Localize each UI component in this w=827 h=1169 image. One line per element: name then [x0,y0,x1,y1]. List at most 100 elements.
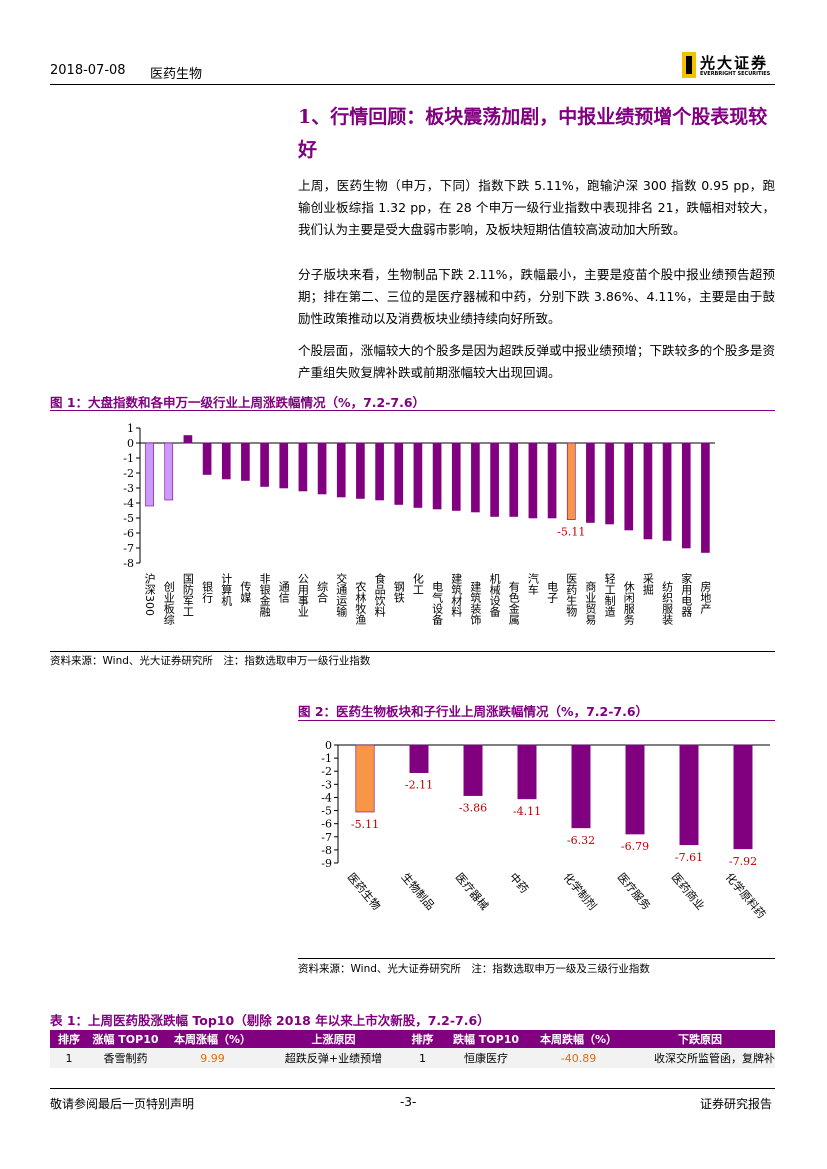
cell: 1 [50,1048,88,1068]
bar [221,442,231,480]
bar [517,744,537,800]
y-tick-label: -4 [123,497,134,510]
x-tick-label: 钢铁 [392,581,405,603]
bar [451,442,461,511]
y-tick-label: -8 [123,557,134,570]
bar [394,442,404,505]
bar [625,744,645,835]
table-header: 排序 涨幅 TOP10 本周涨幅（%） 上涨原因 排序 跌幅 TOP10 本周跌… [50,1030,775,1048]
y-tick-label: -6 [321,818,332,831]
x-tick-label: 生物制品 [399,870,438,913]
x-tick-label: 国防军工 [181,573,194,617]
bar [643,442,653,540]
bar [279,442,289,489]
paragraph: 个股层面，涨幅较大的个股多是因为超跌反弹或中报业绩预增；下跌较多的个股多是资产重… [298,343,775,380]
y-tick-label: -1 [321,752,332,765]
column-header: 排序 [50,1030,88,1048]
x-tick-label: 创业板综 [162,581,175,626]
column-header: 排序 [405,1030,440,1048]
y-tick-label: -4 [321,791,332,804]
x-tick-label: 中药 [507,871,531,896]
x-tick-label: 房地产 [699,581,712,615]
bar [298,442,308,492]
data-label: -6.79 [621,840,649,853]
y-tick-label: -5 [321,805,332,818]
data-label: -6.32 [567,834,595,847]
bar [681,442,691,549]
section-title: 1、行情回顾：板块震荡加剧，中报业绩预增个股表现较好 [298,106,768,161]
y-tick-label: -7 [321,831,332,844]
x-tick-label: 银行 [201,580,214,604]
bar [566,442,576,520]
bar [463,744,483,796]
x-tick-label: 农林牧渔 [354,580,367,626]
data-label: -7.61 [675,851,703,864]
paragraph: 上周，医药生物（申万，下同）指数下跌 5.11%，跑输沪深 300 指数 0.9… [298,178,775,237]
cell: 1 [405,1048,440,1068]
cell: 香雪制药 [88,1048,163,1068]
y-tick-label: -6 [123,527,134,540]
x-tick-label: 建筑材料 [450,572,463,618]
y-tick-label: -2 [123,467,134,480]
y-tick-label: -3 [321,778,332,791]
caption-rule [50,410,775,411]
column-header: 上涨原因 [262,1030,405,1048]
cell: 收深交所监管函，复牌补 [625,1048,775,1068]
bar [317,442,327,495]
x-tick-label: 医疗服务 [615,870,654,913]
page-number: -3- [400,1095,417,1109]
sector: 医药生物 [150,67,203,82]
caption-rule [298,720,775,721]
data-label: -5.11 [351,818,379,831]
column-header: 跌幅 TOP10 [440,1030,532,1048]
bar [183,435,193,444]
bar [164,442,174,501]
bar [241,442,250,481]
cell: 9.99 [163,1048,262,1068]
table-row: 1 香雪制药 9.99 超跌反弹+业绩预增 1 恒康医疗 -40.89 收深交所… [50,1048,775,1068]
x-tick-label: 电气设备 [431,581,444,626]
x-tick-label: 非银金融 [258,573,271,618]
y-tick-label: -9 [321,857,332,870]
x-tick-label: 家用电器 [680,572,693,618]
logo-en: EVERBRIGHT SECURITIES [700,71,771,77]
x-tick-label: 计算机 [220,573,233,606]
bar [624,442,634,531]
x-tick-label: 沪深300 [143,572,156,616]
x-tick-label: 交通运输 [335,572,348,618]
x-tick-label: 传媒 [239,581,252,604]
data-label: -2.11 [405,779,433,792]
x-tick-label: 商业贸易 [584,580,597,626]
x-tick-label: 化学制剂 [561,870,600,913]
paragraph: 分子版块来看，生物制品下跌 2.11%，跌幅最小，主要是疫苗个股中报业绩预告超预… [298,267,775,326]
bar [528,442,538,519]
bar [336,442,346,498]
cell: 超跌反弹+业绩预增 [262,1048,405,1068]
x-tick-label: 食品饮料 [373,572,386,618]
data-label: -3.86 [459,802,487,815]
source-rule [298,958,775,959]
data-label: -4.11 [513,805,541,818]
y-tick-label: -2 [321,765,332,778]
bar [586,442,595,523]
bar [202,442,212,475]
y-tick-label: 0 [325,739,332,752]
x-tick-label: 电子 [546,581,559,603]
column-header: 下跌原因 [625,1030,775,1048]
y-tick-label: 0 [127,437,134,450]
bar [701,442,710,553]
column-header: 涨幅 TOP10 [88,1030,163,1048]
bar [375,442,384,501]
x-tick-label: 纺织服装 [661,580,674,626]
bar [145,442,154,507]
bar [490,442,499,517]
figure2-chart: -9-8-7-6-5-4-3-2-10 -5.11 医药生物 -2.11 生物制品 -3.… [321,739,770,921]
y-tick-label: -5 [123,512,134,525]
x-tick-label: 医药商业 [669,870,708,913]
y-tick-label: -1 [123,452,134,465]
footer-right: 证券研究报告 [700,1097,773,1111]
x-tick-label: 有色金属 [507,580,520,626]
bar [356,442,365,499]
